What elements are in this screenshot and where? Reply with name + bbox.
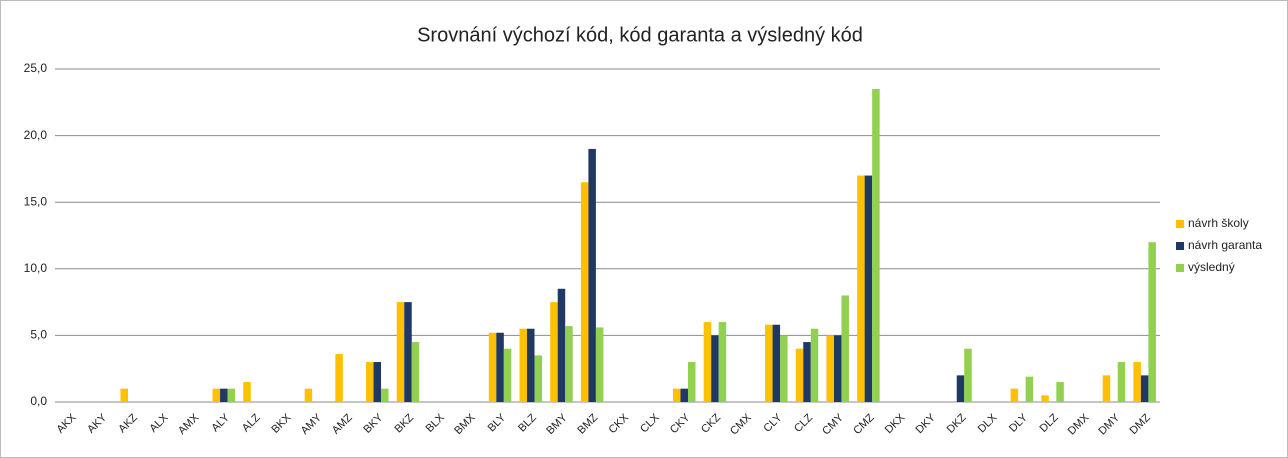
bar	[557, 288, 566, 402]
bar	[1041, 395, 1049, 402]
bar	[488, 332, 497, 402]
bar	[519, 328, 528, 402]
y-tick-label: 10,0	[24, 261, 48, 275]
bar	[227, 388, 236, 402]
bar	[1148, 242, 1156, 402]
bar	[964, 348, 972, 402]
bar	[1140, 375, 1149, 402]
bar	[304, 388, 313, 402]
legend-swatch	[1176, 242, 1184, 250]
bar	[833, 335, 842, 402]
bar	[1102, 375, 1111, 402]
bar	[550, 302, 558, 402]
bar	[1056, 382, 1064, 402]
bar	[381, 388, 389, 402]
bar	[672, 388, 681, 402]
bar	[765, 324, 773, 402]
bar	[780, 335, 788, 402]
bar	[580, 182, 589, 402]
bar	[718, 322, 727, 402]
bar	[711, 335, 719, 402]
bar	[396, 302, 405, 402]
bar	[496, 332, 504, 402]
y-tick-label: 0,0	[30, 394, 47, 408]
y-tick-label: 20,0	[24, 128, 48, 142]
bar	[872, 88, 880, 402]
legend-label: návrh školy	[1188, 216, 1249, 230]
y-tick-label: 5,0	[30, 328, 47, 342]
bar	[1010, 388, 1019, 402]
legend-label: návrh garanta	[1188, 238, 1262, 252]
legend-swatch	[1176, 220, 1184, 228]
bar	[1133, 362, 1141, 402]
bar	[212, 388, 221, 402]
bar	[527, 328, 535, 402]
legend-swatch	[1176, 264, 1184, 272]
bar	[857, 175, 865, 402]
legend-label: výsledný	[1188, 260, 1235, 274]
bar	[826, 335, 834, 402]
bar	[1025, 376, 1034, 402]
bar	[335, 354, 343, 402]
bar	[503, 348, 512, 402]
bar	[120, 388, 128, 402]
bar	[703, 322, 712, 402]
bar	[404, 302, 412, 402]
bar	[220, 388, 228, 402]
bar	[841, 295, 849, 402]
bar	[772, 324, 781, 402]
bar	[810, 328, 819, 402]
bar	[243, 382, 251, 402]
bar	[534, 355, 543, 402]
bar	[680, 388, 688, 402]
y-tick-label: 25,0	[24, 61, 48, 75]
bar	[864, 175, 873, 402]
bar	[795, 348, 804, 402]
bar	[687, 362, 696, 402]
bar	[588, 148, 596, 402]
bar	[373, 362, 382, 402]
chart-title: Srovnání výchozí kód, kód garanta a výsl…	[417, 24, 863, 46]
bar	[595, 327, 604, 402]
y-tick-label: 15,0	[24, 194, 48, 208]
bar	[1117, 362, 1126, 402]
bar	[803, 342, 811, 402]
bar	[411, 342, 420, 402]
bar	[565, 326, 573, 402]
bar	[956, 375, 965, 402]
bar	[366, 362, 374, 402]
